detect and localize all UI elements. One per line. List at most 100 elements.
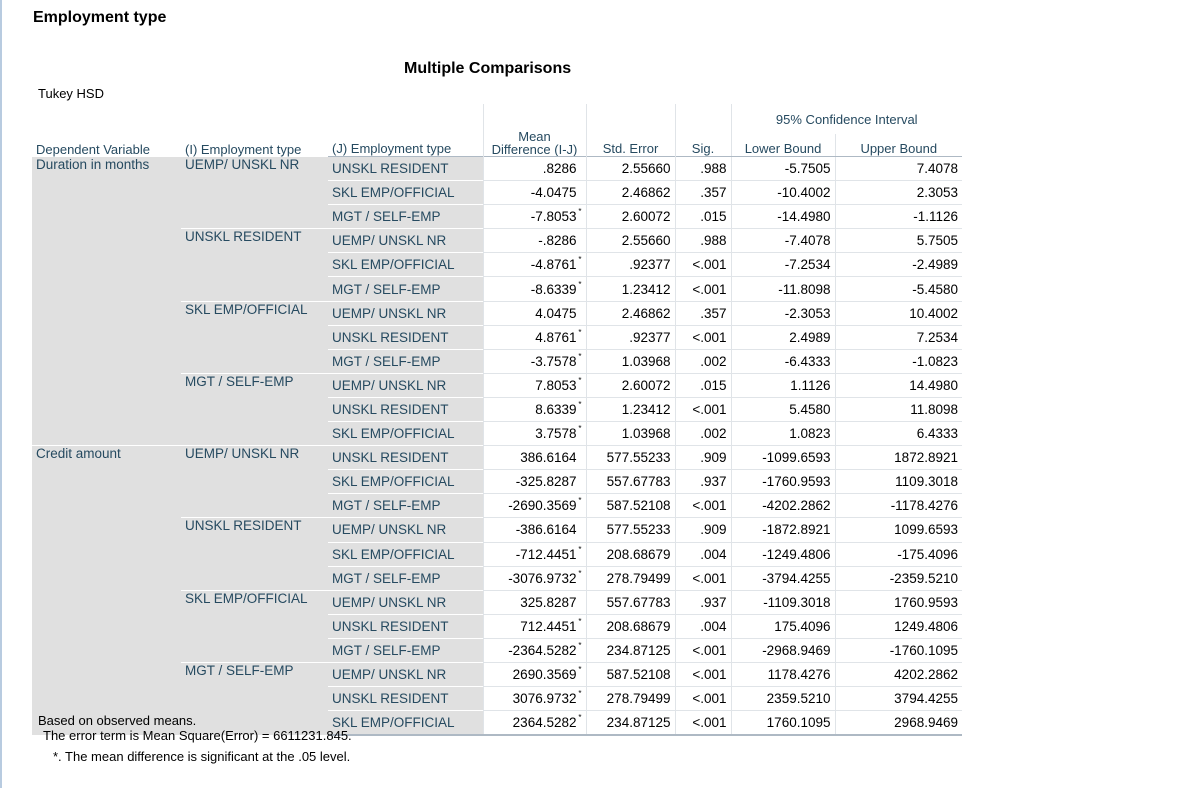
- mean-difference-cell: -325.8287: [483, 470, 586, 494]
- header-i-employment-type: (I) Employment type: [181, 104, 328, 157]
- mean-difference-value: 7.8053: [535, 378, 576, 393]
- j-employment-type-label: UEMP/ UNSKL NR: [328, 229, 483, 253]
- mean-difference-cell: -7.8053 *: [483, 205, 586, 229]
- upper-bound-cell: 14.4980: [835, 373, 962, 397]
- mean-difference-cell: 3076.9732 *: [483, 687, 586, 711]
- left-edge-rule: [0, 0, 2, 788]
- mean-difference-cell: 2364.5282 *: [483, 711, 586, 736]
- upper-bound-cell: 11.8098: [835, 397, 962, 421]
- header-upper-bound: Upper Bound: [835, 134, 962, 157]
- i-employment-type-label: UEMP/ UNSKL NR: [181, 157, 328, 229]
- sig-cell: .004: [675, 614, 731, 638]
- lower-bound-cell: -2968.9469: [731, 638, 835, 662]
- significance-marker: *: [578, 569, 582, 578]
- mean-difference-cell: 3.7578 *: [483, 422, 586, 446]
- mean-difference-cell: 2690.3569 *: [483, 662, 586, 686]
- sig-cell: .015: [675, 205, 731, 229]
- sig-cell: <.001: [675, 325, 731, 349]
- significance-marker: *: [578, 280, 582, 289]
- j-employment-type-label: SKL EMP/OFFICIAL: [328, 253, 483, 277]
- header-confidence-interval: 95% Confidence Interval: [731, 104, 962, 134]
- mean-difference-cell: 712.4451 *: [483, 614, 586, 638]
- mean-difference-cell: 4.8761 *: [483, 325, 586, 349]
- std-error-cell: 587.52108: [586, 662, 675, 686]
- sig-cell: .357: [675, 181, 731, 205]
- dependent-variable-label: Credit amount: [32, 446, 181, 736]
- mean-difference-value: -386.6164: [516, 522, 577, 537]
- upper-bound-cell: -175.4096: [835, 542, 962, 566]
- mean-difference-value: -325.8287: [516, 474, 577, 489]
- j-employment-type-label: MGT / SELF-EMP: [328, 349, 483, 373]
- lower-bound-cell: -3794.4255: [731, 566, 835, 590]
- std-error-cell: 1.03968: [586, 349, 675, 373]
- sig-cell: .937: [675, 590, 731, 614]
- std-error-cell: 1.23412: [586, 397, 675, 421]
- significance-marker: *: [578, 665, 582, 674]
- j-employment-type-label: UEMP/ UNSKL NR: [328, 590, 483, 614]
- j-employment-type-label: UEMP/ UNSKL NR: [328, 301, 483, 325]
- significance-marker: *: [578, 352, 582, 361]
- footnote-significance: *. The mean difference is significant at…: [38, 749, 352, 764]
- std-error-cell: .92377: [586, 253, 675, 277]
- lower-bound-cell: 1.1126: [731, 373, 835, 397]
- mean-difference-value: 4.0475: [535, 306, 576, 321]
- std-error-cell: 1.23412: [586, 277, 675, 301]
- significance-marker: *: [578, 376, 582, 385]
- mean-difference-cell: 386.6164: [483, 446, 586, 470]
- significance-marker: *: [578, 617, 582, 626]
- significance-marker: *: [578, 713, 582, 722]
- upper-bound-cell: -2359.5210: [835, 566, 962, 590]
- j-employment-type-label: MGT / SELF-EMP: [328, 494, 483, 518]
- upper-bound-cell: 5.7505: [835, 229, 962, 253]
- lower-bound-cell: -1099.6593: [731, 446, 835, 470]
- mean-difference-value: 2690.3569: [513, 667, 577, 682]
- lower-bound-cell: 2.4989: [731, 325, 835, 349]
- mean-difference-cell: -2364.5282 *: [483, 638, 586, 662]
- upper-bound-cell: 7.2534: [835, 325, 962, 349]
- upper-bound-cell: -1.0823: [835, 349, 962, 373]
- lower-bound-cell: -1760.9593: [731, 470, 835, 494]
- dependent-variable-label: Duration in months: [32, 157, 181, 446]
- header-mean-difference: Mean Difference (I-J): [483, 104, 586, 157]
- lower-bound-cell: -6.4333: [731, 349, 835, 373]
- lower-bound-cell: -1249.4806: [731, 542, 835, 566]
- lower-bound-cell: -5.7505: [731, 157, 835, 181]
- mean-difference-cell: -.8286: [483, 229, 586, 253]
- header-j-employment-type: (J) Employment type: [328, 104, 483, 157]
- significance-marker: *: [578, 400, 582, 409]
- upper-bound-cell: 1099.6593: [835, 518, 962, 542]
- sig-cell: .909: [675, 446, 731, 470]
- i-employment-type-label: SKL EMP/OFFICIAL: [181, 301, 328, 373]
- upper-bound-cell: -1760.1095: [835, 638, 962, 662]
- upper-bound-cell: 7.4078: [835, 157, 962, 181]
- sig-cell: .004: [675, 542, 731, 566]
- upper-bound-cell: 1760.9593: [835, 590, 962, 614]
- sig-cell: .002: [675, 422, 731, 446]
- std-error-cell: 2.60072: [586, 373, 675, 397]
- std-error-cell: 234.87125: [586, 711, 675, 736]
- footnote-error-term: The error term is Mean Square(Error) = 6…: [38, 728, 352, 743]
- sig-cell: <.001: [675, 397, 731, 421]
- j-employment-type-label: MGT / SELF-EMP: [328, 277, 483, 301]
- sig-cell: .909: [675, 518, 731, 542]
- mean-difference-value: -4.0475: [531, 185, 577, 200]
- std-error-cell: 208.68679: [586, 614, 675, 638]
- mean-difference-cell: 325.8287: [483, 590, 586, 614]
- upper-bound-cell: 3794.4255: [835, 687, 962, 711]
- std-error-cell: 2.46862: [586, 181, 675, 205]
- upper-bound-cell: 6.4333: [835, 422, 962, 446]
- j-employment-type-label: UEMP/ UNSKL NR: [328, 662, 483, 686]
- std-error-cell: 557.67783: [586, 470, 675, 494]
- significance-marker: *: [578, 328, 582, 337]
- sig-cell: <.001: [675, 662, 731, 686]
- mean-difference-value: 325.8287: [520, 595, 576, 610]
- j-employment-type-label: UNSKL RESIDENT: [328, 687, 483, 711]
- mean-difference-cell: -3.7578 *: [483, 349, 586, 373]
- output-heading: Employment type: [33, 9, 166, 27]
- lower-bound-cell: -11.8098: [731, 277, 835, 301]
- lower-bound-cell: -4202.2862: [731, 494, 835, 518]
- mean-difference-value: -8.6339: [531, 282, 577, 297]
- sig-cell: <.001: [675, 687, 731, 711]
- std-error-cell: 278.79499: [586, 687, 675, 711]
- mean-difference-value: 3.7578: [535, 426, 576, 441]
